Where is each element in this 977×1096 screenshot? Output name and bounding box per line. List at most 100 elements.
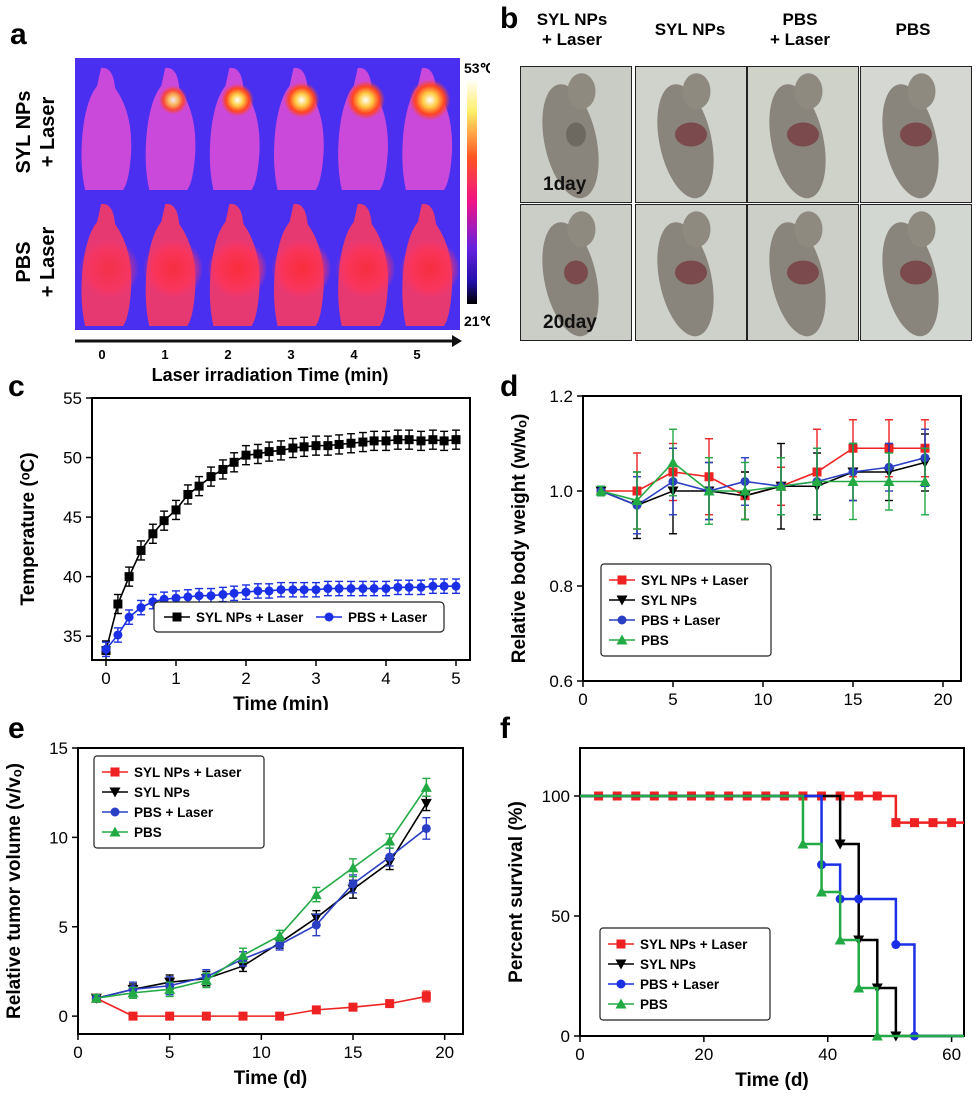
data-point: [358, 437, 368, 447]
series-line: [600, 461, 926, 507]
thermal-time-tick: 4: [350, 347, 358, 362]
legend-marker: [615, 959, 627, 970]
data-point: [346, 584, 356, 594]
legend-marker: [324, 612, 334, 622]
mouse-photo: [635, 66, 747, 203]
mouse-drawing: [769, 211, 826, 337]
legend-box: [153, 601, 445, 633]
x-tick-label: 0: [578, 690, 587, 709]
data-point: [159, 516, 169, 526]
data-point: [90, 992, 102, 1003]
x-tick-label: 10: [754, 690, 773, 709]
row-label-pbs-1: PBS: [13, 241, 35, 282]
panel-letter-f: f: [500, 712, 510, 745]
mouse-drawing: [657, 73, 714, 199]
y-tick-label: 0: [561, 1027, 570, 1046]
data-point: [194, 591, 204, 601]
data-point: [311, 920, 321, 930]
mouse-photo: [747, 66, 859, 203]
data-point: [164, 983, 176, 994]
legend-label: PBS + Laser: [348, 610, 428, 625]
column-header-pbs: PBS: [895, 20, 931, 39]
colorbar-max-label: 53℃: [464, 60, 490, 76]
y-axis-label: Temperature (ᵒC): [18, 452, 39, 605]
data-point: [369, 436, 379, 446]
mouse-drawing: [542, 211, 599, 337]
y-tick-label: 100: [542, 787, 570, 806]
series-line: [580, 794, 964, 1038]
data-point: [206, 591, 216, 601]
photo-day-label: 1day: [543, 174, 587, 195]
x-tick-label: 1: [171, 669, 180, 688]
data-point: [253, 586, 263, 596]
data-point: [194, 481, 204, 491]
data-point: [928, 818, 938, 828]
mouse-drawing: [882, 211, 939, 337]
photo-day-label: 20day: [543, 312, 597, 333]
data-point: [416, 582, 426, 592]
y-axis-label: Relative body weight (w/wₒ): [509, 414, 530, 664]
data-point: [919, 476, 931, 486]
data-point: [909, 818, 919, 828]
data-point: [253, 449, 263, 459]
data-point: [148, 529, 158, 539]
x-tick-label: 5: [165, 1043, 174, 1062]
data-point: [420, 798, 432, 809]
data-point: [385, 852, 395, 862]
mouse-photo: [635, 204, 747, 341]
data-point: [891, 818, 901, 828]
data-point: [241, 450, 251, 460]
y-tick-label: 40: [63, 568, 82, 587]
data-point: [288, 443, 298, 453]
thermal-cell: [143, 203, 204, 326]
thermal-axis-label: Laser irradiation Time (min): [152, 365, 389, 385]
thermal-cell: [81, 67, 132, 190]
data-point: [264, 586, 274, 596]
y-tick-label: 0.6: [549, 672, 573, 691]
thermal-cell: [271, 203, 332, 326]
row-label-pbs-2: + Laser: [37, 226, 59, 297]
x-tick-label: 2: [241, 669, 250, 688]
thermal-background: [75, 58, 460, 330]
legend-label: SYL NPs + Laser: [134, 765, 242, 780]
panel-letter-e: e: [8, 712, 25, 745]
legend-label: PBS + Laser: [134, 805, 214, 820]
legend-marker: [109, 826, 121, 837]
thermal-hotspot: [409, 79, 451, 121]
y-tick-label: 35: [63, 627, 82, 646]
mouse-drawing: [542, 73, 599, 199]
data-point: [420, 781, 432, 792]
data-point: [311, 1005, 321, 1015]
data-point: [206, 472, 216, 482]
data-point: [854, 894, 864, 904]
data-point: [631, 495, 643, 505]
series-group: [90, 777, 432, 1003]
data-point: [113, 599, 123, 609]
legend-label: SYL NPs: [640, 957, 696, 972]
mouse-drawing: [882, 73, 939, 199]
data-point: [183, 489, 193, 499]
legend-label: SYL NPs + Laser: [196, 610, 304, 625]
x-tick-label: 20: [934, 690, 953, 709]
thermal-cell: [79, 203, 140, 326]
data-point: [201, 1011, 211, 1021]
data-point: [348, 879, 358, 889]
thermal-cell: [145, 67, 196, 190]
data-point: [871, 1030, 883, 1041]
data-point: [136, 603, 146, 613]
thermal-cell: [335, 203, 396, 326]
data-point: [323, 584, 333, 594]
data-point: [811, 476, 823, 486]
data-point: [288, 585, 298, 595]
panel-letter-b: b: [500, 2, 519, 35]
x-tick-label: 0: [73, 1043, 82, 1062]
thermal-time-tick: 0: [98, 347, 105, 362]
data-point: [299, 585, 309, 595]
legend-marker: [172, 612, 182, 622]
data-point: [229, 457, 239, 467]
y-tick-label: 1.2: [549, 387, 573, 406]
data-point: [276, 585, 286, 595]
y-axis-label: Relative tumor volume (v/vₒ): [4, 763, 25, 1019]
series-line: [580, 794, 964, 1038]
